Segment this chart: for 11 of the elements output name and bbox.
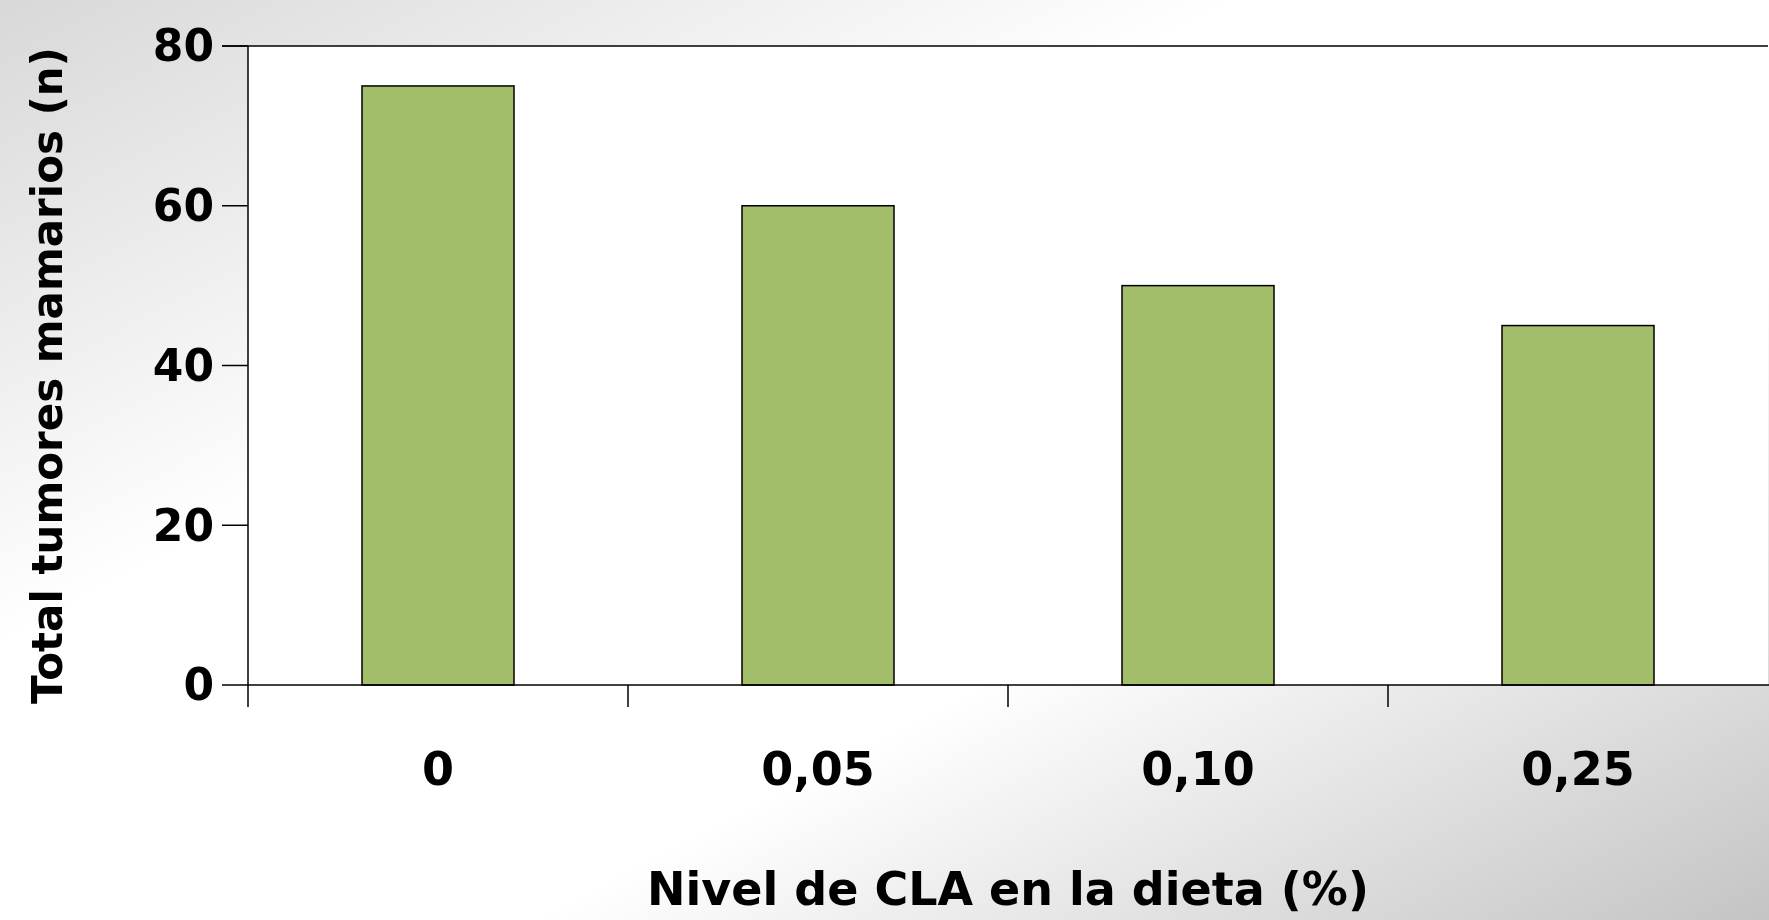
y-tick-label: 60 xyxy=(152,180,214,232)
x-tick-label: 0 xyxy=(421,742,455,796)
y-axis-title: Total tumores mamarios (n) xyxy=(23,47,72,704)
x-tick-label: 0,25 xyxy=(1521,742,1635,796)
y-tick-label: 40 xyxy=(152,339,214,391)
x-tick-label: 0,05 xyxy=(761,742,875,796)
x-tick-label: 0,10 xyxy=(1141,742,1255,796)
y-tick-label: 20 xyxy=(152,499,214,551)
y-tick-label: 80 xyxy=(152,20,214,72)
y-tick-label: 0 xyxy=(183,659,214,711)
x-axis-title: Nivel de CLA en la dieta (%) xyxy=(647,862,1369,916)
